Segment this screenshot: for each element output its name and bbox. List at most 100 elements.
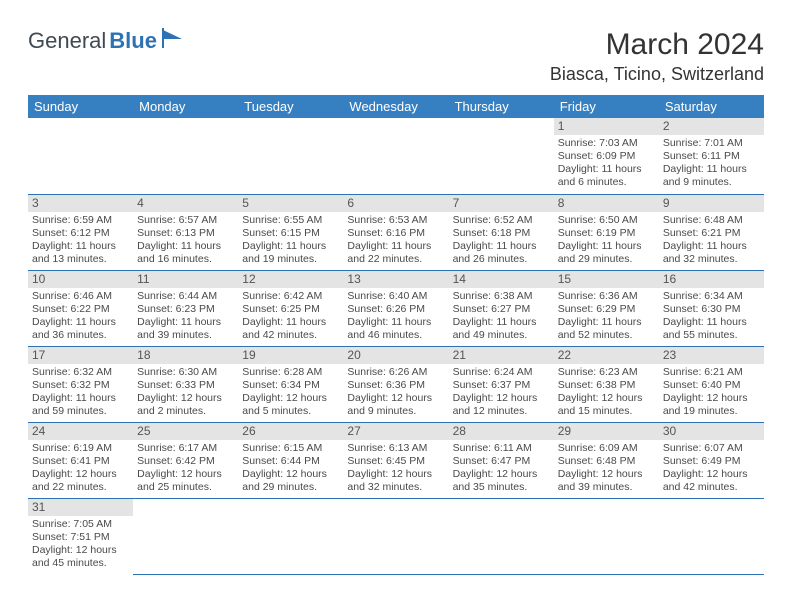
calendar-day-cell: 5 Sunrise: 6:55 AMSunset: 6:15 PMDaylight… <box>238 194 343 270</box>
day-details: Sunrise: 6:23 AMSunset: 6:38 PMDaylight:… <box>558 366 655 419</box>
day-details: Sunrise: 6:52 AMSunset: 6:18 PMDaylight:… <box>453 214 550 267</box>
day-details: Sunrise: 6:28 AMSunset: 6:34 PMDaylight:… <box>242 366 339 419</box>
day-number: 31 <box>28 499 133 516</box>
day-details: Sunrise: 6:13 AMSunset: 6:45 PMDaylight:… <box>347 442 444 495</box>
day-details: Sunrise: 6:53 AMSunset: 6:16 PMDaylight:… <box>347 214 444 267</box>
header: GeneralBlue March 2024 Biasca, Ticino, S… <box>28 28 764 91</box>
day-number: 9 <box>659 195 764 212</box>
calendar-empty-cell <box>449 498 554 574</box>
day-header: Saturday <box>659 95 764 118</box>
day-number: 19 <box>238 347 343 364</box>
day-details: Sunrise: 6:48 AMSunset: 6:21 PMDaylight:… <box>663 214 760 267</box>
day-number: 10 <box>28 271 133 288</box>
day-number: 21 <box>449 347 554 364</box>
day-details: Sunrise: 6:30 AMSunset: 6:33 PMDaylight:… <box>137 366 234 419</box>
calendar-day-cell: 9 Sunrise: 6:48 AMSunset: 6:21 PMDaylight… <box>659 194 764 270</box>
calendar-week-row: 1 Sunrise: 7:03 AMSunset: 6:09 PMDaylight… <box>28 118 764 194</box>
day-number: 20 <box>343 347 448 364</box>
logo-flag-icon <box>162 28 186 48</box>
day-details: Sunrise: 6:15 AMSunset: 6:44 PMDaylight:… <box>242 442 339 495</box>
day-details: Sunrise: 6:57 AMSunset: 6:13 PMDaylight:… <box>137 214 234 267</box>
calendar-empty-cell <box>133 498 238 574</box>
calendar-day-cell: 25 Sunrise: 6:17 AMSunset: 6:42 PMDayligh… <box>133 422 238 498</box>
day-details: Sunrise: 6:40 AMSunset: 6:26 PMDaylight:… <box>347 290 444 343</box>
day-number: 5 <box>238 195 343 212</box>
day-details: Sunrise: 6:44 AMSunset: 6:23 PMDaylight:… <box>137 290 234 343</box>
day-details: Sunrise: 6:07 AMSunset: 6:49 PMDaylight:… <box>663 442 760 495</box>
calendar-day-cell: 4 Sunrise: 6:57 AMSunset: 6:13 PMDaylight… <box>133 194 238 270</box>
day-number: 4 <box>133 195 238 212</box>
calendar-day-cell: 12Sunrise: 6:42 AMSunset: 6:25 PMDayligh… <box>238 270 343 346</box>
calendar-day-cell: 30Sunrise: 6:07 AMSunset: 6:49 PMDayligh… <box>659 422 764 498</box>
calendar-day-cell: 18 Sunrise: 6:30 AMSunset: 6:33 PMDayligh… <box>133 346 238 422</box>
day-number: 18 <box>133 347 238 364</box>
calendar-day-cell: 15Sunrise: 6:36 AMSunset: 6:29 PMDayligh… <box>554 270 659 346</box>
day-details: Sunrise: 6:19 AMSunset: 6:41 PMDaylight:… <box>32 442 129 495</box>
calendar-empty-cell <box>238 118 343 194</box>
calendar-day-cell: 27Sunrise: 6:13 AMSunset: 6:45 PMDayligh… <box>343 422 448 498</box>
day-number: 6 <box>343 195 448 212</box>
day-details: Sunrise: 6:34 AMSunset: 6:30 PMDaylight:… <box>663 290 760 343</box>
calendar-day-cell: 6 Sunrise: 6:53 AMSunset: 6:16 PMDaylight… <box>343 194 448 270</box>
day-header: Friday <box>554 95 659 118</box>
day-details: Sunrise: 6:42 AMSunset: 6:25 PMDaylight:… <box>242 290 339 343</box>
day-number: 24 <box>28 423 133 440</box>
day-number: 25 <box>133 423 238 440</box>
calendar-day-cell: 31 Sunrise: 7:05 AMSunset: 7:51 PMDayligh… <box>28 498 133 574</box>
calendar-day-cell: 1 Sunrise: 7:03 AMSunset: 6:09 PMDaylight… <box>554 118 659 194</box>
day-details: Sunrise: 7:03 AMSunset: 6:09 PMDaylight:… <box>558 137 655 190</box>
calendar-week-row: 24 Sunrise: 6:19 AMSunset: 6:41 PMDayligh… <box>28 422 764 498</box>
day-number: 1 <box>554 118 659 135</box>
calendar-week-row: 17Sunrise: 6:32 AMSunset: 6:32 PMDayligh… <box>28 346 764 422</box>
day-details: Sunrise: 6:24 AMSunset: 6:37 PMDaylight:… <box>453 366 550 419</box>
day-details: Sunrise: 6:17 AMSunset: 6:42 PMDaylight:… <box>137 442 234 495</box>
calendar-day-cell: 22 Sunrise: 6:23 AMSunset: 6:38 PMDayligh… <box>554 346 659 422</box>
day-header-row: SundayMondayTuesdayWednesdayThursdayFrid… <box>28 95 764 118</box>
day-details: Sunrise: 6:55 AMSunset: 6:15 PMDaylight:… <box>242 214 339 267</box>
calendar-day-cell: 13 Sunrise: 6:40 AMSunset: 6:26 PMDayligh… <box>343 270 448 346</box>
day-number: 7 <box>449 195 554 212</box>
day-number: 8 <box>554 195 659 212</box>
day-number: 14 <box>449 271 554 288</box>
day-number: 17 <box>28 347 133 364</box>
day-details: Sunrise: 6:09 AMSunset: 6:48 PMDaylight:… <box>558 442 655 495</box>
title-block: March 2024 Biasca, Ticino, Switzerland <box>550 28 764 91</box>
logo-text-general: General <box>28 28 106 54</box>
day-details: Sunrise: 6:26 AMSunset: 6:36 PMDaylight:… <box>347 366 444 419</box>
calendar-day-cell: 2 Sunrise: 7:01 AMSunset: 6:11 PMDaylight… <box>659 118 764 194</box>
day-details: Sunrise: 7:01 AMSunset: 6:11 PMDaylight:… <box>663 137 760 190</box>
day-header: Wednesday <box>343 95 448 118</box>
calendar-empty-cell <box>659 498 764 574</box>
calendar-day-cell: 17Sunrise: 6:32 AMSunset: 6:32 PMDayligh… <box>28 346 133 422</box>
day-number: 26 <box>238 423 343 440</box>
day-number: 22 <box>554 347 659 364</box>
day-number: 23 <box>659 347 764 364</box>
day-number: 13 <box>343 271 448 288</box>
day-details: Sunrise: 6:46 AMSunset: 6:22 PMDaylight:… <box>32 290 129 343</box>
calendar-day-cell: 19 Sunrise: 6:28 AMSunset: 6:34 PMDayligh… <box>238 346 343 422</box>
calendar-day-cell: 23 Sunrise: 6:21 AMSunset: 6:40 PMDayligh… <box>659 346 764 422</box>
day-details: Sunrise: 6:50 AMSunset: 6:19 PMDaylight:… <box>558 214 655 267</box>
calendar-day-cell: 28Sunrise: 6:11 AMSunset: 6:47 PMDayligh… <box>449 422 554 498</box>
day-details: Sunrise: 6:38 AMSunset: 6:27 PMDaylight:… <box>453 290 550 343</box>
calendar-day-cell: 21 Sunrise: 6:24 AMSunset: 6:37 PMDayligh… <box>449 346 554 422</box>
calendar-day-cell: 20 Sunrise: 6:26 AMSunset: 6:36 PMDayligh… <box>343 346 448 422</box>
location-text: Biasca, Ticino, Switzerland <box>550 64 764 85</box>
day-details: Sunrise: 6:21 AMSunset: 6:40 PMDaylight:… <box>663 366 760 419</box>
month-title: March 2024 <box>550 28 764 62</box>
calendar-day-cell: 24 Sunrise: 6:19 AMSunset: 6:41 PMDayligh… <box>28 422 133 498</box>
calendar-day-cell: 29Sunrise: 6:09 AMSunset: 6:48 PMDayligh… <box>554 422 659 498</box>
day-details: Sunrise: 6:59 AMSunset: 6:12 PMDaylight:… <box>32 214 129 267</box>
calendar-day-cell: 14 Sunrise: 6:38 AMSunset: 6:27 PMDayligh… <box>449 270 554 346</box>
calendar-empty-cell <box>343 118 448 194</box>
day-number: 15 <box>554 271 659 288</box>
day-header: Thursday <box>449 95 554 118</box>
calendar-day-cell: 10 Sunrise: 6:46 AMSunset: 6:22 PMDayligh… <box>28 270 133 346</box>
day-number: 2 <box>659 118 764 135</box>
brand-logo: GeneralBlue <box>28 28 186 54</box>
calendar-empty-cell <box>238 498 343 574</box>
calendar-day-cell: 3Sunrise: 6:59 AMSunset: 6:12 PMDaylight… <box>28 194 133 270</box>
day-details: Sunrise: 7:05 AMSunset: 7:51 PMDaylight:… <box>32 518 129 571</box>
calendar-day-cell: 7 Sunrise: 6:52 AMSunset: 6:18 PMDaylight… <box>449 194 554 270</box>
day-header: Tuesday <box>238 95 343 118</box>
